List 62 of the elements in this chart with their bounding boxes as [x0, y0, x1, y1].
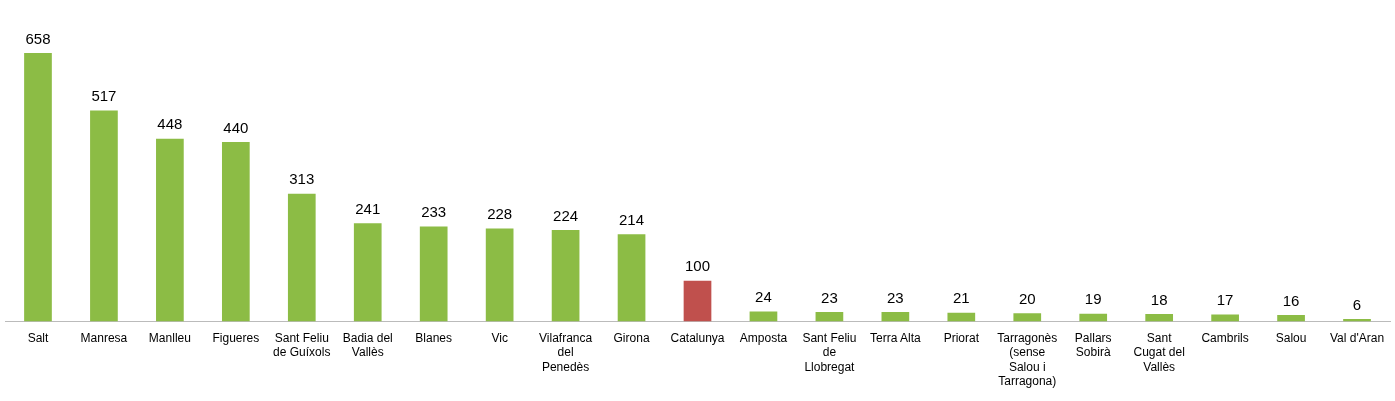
bar: [617, 234, 646, 322]
x-tick-label: Sant Feliu de Llobregat: [802, 330, 857, 374]
data-label: 313: [289, 170, 315, 188]
bar: [419, 226, 448, 322]
x-tick-label: Girona: [613, 330, 650, 345]
x-tick-label: Sant Cugat del Vallès: [1133, 330, 1185, 374]
bar: [1079, 313, 1108, 322]
x-tick-label: Catalunya: [670, 330, 725, 345]
bar: [156, 138, 184, 322]
data-label: 440: [223, 118, 249, 136]
x-tick-label: Badia del Vallès: [342, 330, 393, 360]
x-tick-label: Salt: [27, 330, 49, 345]
bar: [1145, 314, 1174, 322]
x-tick-label: Amposta: [739, 330, 788, 345]
bar: [90, 110, 118, 322]
bar: [749, 311, 778, 322]
x-tick-label: Salou: [1275, 330, 1307, 345]
data-label: 24: [755, 288, 772, 306]
data-label: 228: [487, 205, 513, 223]
x-tick-label: Sant Feliu de Guíxols: [273, 330, 331, 360]
bar: [881, 312, 910, 322]
data-label: 233: [421, 203, 447, 221]
data-label: 21: [952, 289, 970, 307]
data-label: 16: [1282, 291, 1300, 309]
data-label: 19: [1084, 290, 1102, 308]
x-tick-label: Tarragonès (sense Salou i Tarragona): [997, 330, 1058, 389]
data-label: 100: [684, 257, 711, 275]
bar: [815, 312, 844, 322]
x-tick-label: Vic: [491, 330, 508, 345]
data-label: 448: [157, 115, 183, 133]
bar: [485, 228, 514, 322]
x-tick-label: Blanes: [415, 330, 453, 345]
data-label: 241: [355, 199, 381, 217]
bar: [1013, 313, 1042, 322]
x-tick-label: Priorat: [943, 330, 980, 345]
data-label: 658: [25, 29, 51, 47]
data-label: 23: [821, 288, 838, 306]
data-label: 224: [553, 206, 579, 224]
data-label: 17: [1216, 291, 1234, 309]
data-label: 6: [1352, 295, 1362, 313]
bar: [221, 142, 250, 322]
data-label: 20: [1018, 289, 1036, 307]
bar: [947, 312, 976, 322]
x-tick-label: Vilafranca del Penedès: [539, 330, 593, 374]
bar: [1211, 314, 1239, 322]
bar: [287, 193, 316, 322]
bar: [24, 53, 52, 322]
x-tick-label: Cambrils: [1201, 330, 1249, 345]
x-tick-label: Pallars Sobirà: [1074, 330, 1112, 360]
x-tick-label: Val d'Aran: [1329, 330, 1385, 345]
data-label: 517: [91, 87, 117, 105]
x-tick-label: Terra Alta: [870, 330, 922, 345]
data-label: 18: [1150, 290, 1168, 308]
bar: [551, 230, 580, 322]
data-label: 23: [887, 288, 904, 306]
bar: [683, 280, 712, 322]
x-tick-label: Manresa: [80, 330, 128, 345]
x-tick-label: Manlleu: [148, 330, 191, 345]
data-label: 214: [619, 210, 645, 228]
bar: [1277, 314, 1305, 322]
x-tick-label: Figueres: [212, 330, 260, 345]
bar: [353, 223, 382, 322]
